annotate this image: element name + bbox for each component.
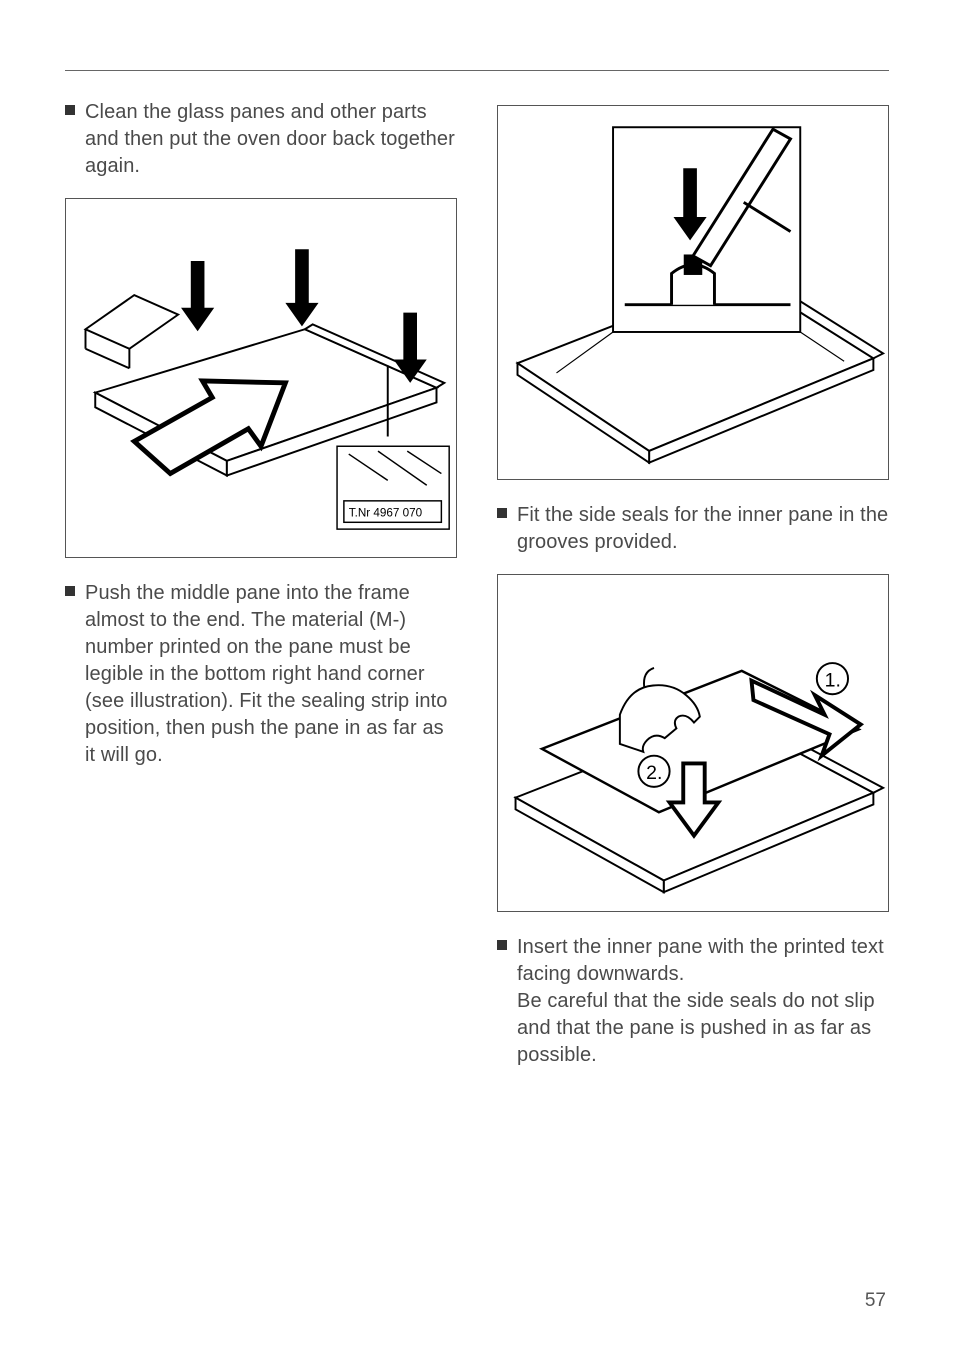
bullet-square-icon	[65, 586, 75, 596]
left-column: Clean the glass panes and other parts an…	[65, 99, 457, 1087]
right-column: Fit the side seals for the inner pane in…	[497, 99, 889, 1087]
bullet-square-icon	[65, 105, 75, 115]
bullet-item: Insert the inner pane with the printed t…	[497, 934, 889, 1069]
step-label-1: 1.	[825, 669, 841, 691]
bullet-square-icon	[497, 940, 507, 950]
diagram-svg: 1. 2.	[498, 575, 888, 911]
bullet-text: Fit the side seals for the inner pane in…	[517, 502, 889, 556]
bullet-text: Clean the glass panes and other parts an…	[85, 99, 457, 180]
bullet-text: Push the middle pane into the frame almo…	[85, 580, 457, 769]
bullet-text-line: Be careful that the side seals do not sl…	[517, 988, 889, 1069]
diagram-svg: T.Nr 4967 070	[66, 199, 456, 557]
header-rule	[65, 70, 889, 71]
two-column-layout: Clean the glass panes and other parts an…	[65, 99, 889, 1087]
figure-side-seal	[497, 105, 889, 480]
bullet-text: Insert the inner pane with the printed t…	[517, 934, 889, 1069]
page: Clean the glass panes and other parts an…	[0, 0, 954, 1352]
figure-middle-pane: T.Nr 4967 070	[65, 198, 457, 558]
bullet-square-icon	[497, 508, 507, 518]
bullet-item: Clean the glass panes and other parts an…	[65, 99, 457, 180]
bullet-item: Push the middle pane into the frame almo…	[65, 580, 457, 769]
diagram-svg	[498, 106, 888, 479]
step-label-2: 2.	[646, 762, 662, 784]
bullet-item: Fit the side seals for the inner pane in…	[497, 502, 889, 556]
page-number: 57	[865, 1290, 886, 1312]
figure-insert-inner-pane: 1. 2.	[497, 574, 889, 912]
figure-caption: T.Nr 4967 070	[349, 506, 423, 519]
bullet-text-line: Insert the inner pane with the printed t…	[517, 934, 889, 988]
